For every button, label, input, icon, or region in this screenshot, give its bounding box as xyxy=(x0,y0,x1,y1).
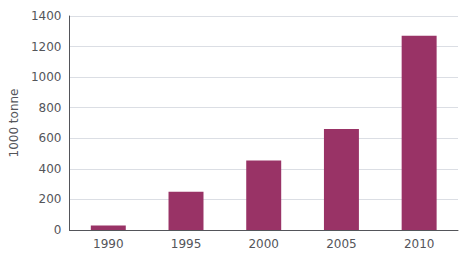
svg-text:2005: 2005 xyxy=(326,237,357,251)
svg-text:1995: 1995 xyxy=(171,237,202,251)
svg-text:600: 600 xyxy=(39,131,62,145)
svg-text:400: 400 xyxy=(39,162,62,176)
svg-text:2010: 2010 xyxy=(404,237,435,251)
svg-text:1000 tonne: 1000 tonne xyxy=(7,89,21,158)
svg-text:2000: 2000 xyxy=(248,237,279,251)
svg-text:0: 0 xyxy=(54,223,62,237)
svg-text:1000: 1000 xyxy=(31,70,62,84)
svg-text:1200: 1200 xyxy=(31,40,62,54)
svg-text:800: 800 xyxy=(39,101,62,115)
svg-text:200: 200 xyxy=(39,192,62,206)
svg-text:1990: 1990 xyxy=(93,237,124,251)
svg-text:1400: 1400 xyxy=(31,9,62,23)
